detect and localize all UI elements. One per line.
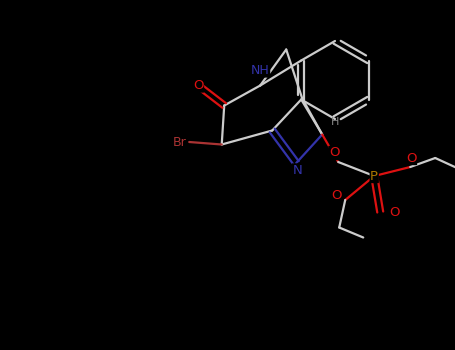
Text: O: O bbox=[331, 189, 341, 202]
Text: O: O bbox=[406, 152, 416, 164]
Text: O: O bbox=[389, 205, 399, 218]
Text: O: O bbox=[329, 147, 339, 160]
Text: Br: Br bbox=[172, 135, 186, 148]
Text: NH: NH bbox=[251, 64, 270, 77]
Text: H: H bbox=[331, 117, 339, 127]
Text: O: O bbox=[193, 79, 203, 92]
Text: P: P bbox=[370, 169, 378, 182]
Text: N: N bbox=[293, 164, 302, 177]
